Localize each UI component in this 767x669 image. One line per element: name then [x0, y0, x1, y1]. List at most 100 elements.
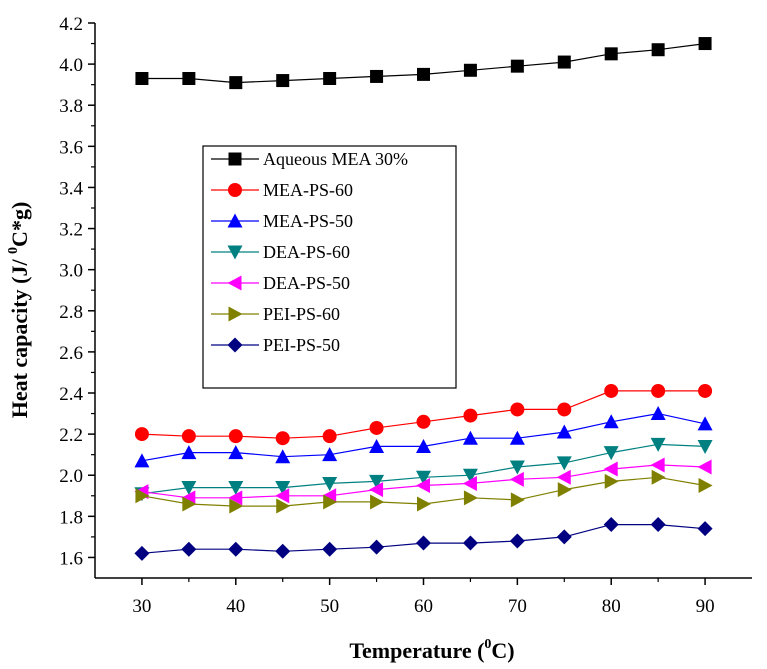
series-2: [134, 406, 713, 468]
y-axis-title-end: C*g): [7, 202, 32, 247]
data-point: [651, 469, 666, 485]
y-tick-label: 1.6: [59, 548, 83, 569]
y-axis-title: Heat capacity (J/ 0C*g): [6, 202, 32, 419]
y-tick-label: 2.4: [59, 384, 83, 405]
legend-entry: DEA-PS-50: [211, 273, 350, 293]
data-point: [276, 498, 291, 514]
data-point: [697, 439, 713, 454]
legend-entry: PEI-PS-60: [211, 304, 340, 324]
axes: 1.6 1.8 2.0 2.2 2.4 2.6 2.8 3.0 3.2 3.4 3.6 3.8 4.0 4…: [59, 14, 752, 617]
data-point: [510, 402, 525, 417]
data-point: [135, 488, 150, 504]
legend-entry: PEI-PS-50: [211, 335, 340, 355]
data-point: [135, 72, 149, 85]
legend-entry: MEA-PS-60: [211, 180, 353, 200]
series-layer: [134, 37, 713, 561]
data-point: [275, 543, 291, 559]
data-point: [181, 429, 196, 444]
y-tick-label: 3.0: [59, 261, 83, 282]
y-tick-label: 2.0: [59, 466, 83, 487]
data-point: [134, 545, 150, 561]
y-tick-label: 2.8: [59, 302, 83, 323]
data-point: [650, 406, 666, 421]
data-point: [604, 47, 618, 61]
x-tick-label: 90: [696, 596, 715, 617]
legend-label: MEA-PS-50: [263, 211, 353, 231]
y-tick-label: 3.8: [59, 96, 83, 117]
data-point: [509, 533, 525, 549]
data-point: [322, 476, 338, 491]
data-point: [322, 429, 337, 444]
y-tick-label: 4.2: [59, 14, 83, 35]
data-point: [556, 456, 572, 471]
data-point: [462, 535, 478, 551]
data-point: [416, 535, 431, 551]
data-point: [181, 490, 196, 506]
data-point: [369, 539, 385, 555]
data-point: [462, 430, 478, 445]
data-point: [370, 69, 384, 83]
data-point: [697, 459, 712, 475]
data-point: [181, 445, 197, 460]
data-point: [275, 449, 291, 464]
y-tick-label: 1.8: [59, 507, 83, 528]
data-point: [228, 481, 244, 496]
legend-label: PEI-PS-60: [263, 304, 340, 324]
data-point: [181, 541, 197, 557]
data-point: [416, 438, 431, 453]
data-point: [509, 471, 524, 487]
legend-swatch-marker: [227, 275, 242, 291]
data-point: [697, 521, 713, 537]
data-point: [698, 383, 713, 398]
data-point: [416, 470, 431, 485]
data-point: [275, 481, 291, 496]
data-point: [182, 72, 196, 85]
data-point: [463, 408, 478, 423]
series-line: [141, 390, 706, 439]
y-tick-label: 2.6: [59, 343, 83, 364]
series-1: [134, 383, 713, 446]
data-point: [603, 461, 618, 477]
data-point: [182, 496, 197, 512]
series-6: [134, 517, 713, 561]
data-point: [463, 490, 478, 506]
y-tick-label: 4.0: [59, 55, 83, 76]
data-point: [556, 469, 571, 485]
data-point: [510, 59, 524, 73]
data-point: [228, 490, 243, 506]
legend-swatch-marker: [228, 306, 243, 322]
data-point: [557, 55, 571, 69]
series-0: [135, 37, 712, 90]
data-point: [322, 541, 338, 557]
data-point: [181, 481, 197, 496]
legend-entry: DEA-PS-60: [211, 242, 350, 262]
data-point: [557, 402, 572, 417]
legend-entry: Aqueous MEA 30%: [211, 149, 408, 169]
legend-swatch-marker: [228, 183, 242, 197]
data-point: [603, 517, 619, 533]
data-point: [651, 383, 666, 398]
legend-swatch-marker: [227, 337, 243, 353]
series-5: [135, 469, 713, 514]
x-tick-label: 40: [226, 596, 245, 617]
x-axis-title-end: C): [491, 638, 514, 663]
legend-label: MEA-PS-60: [263, 180, 353, 200]
y-tick-label: 2.2: [59, 425, 83, 446]
data-point: [229, 76, 243, 90]
data-point: [416, 478, 430, 493]
data-point: [228, 429, 243, 444]
data-point: [275, 431, 290, 446]
data-point: [134, 427, 149, 442]
legend-swatch-marker: [227, 245, 243, 260]
x-tick-label: 60: [414, 596, 433, 617]
x-tick-label: 70: [508, 596, 527, 617]
data-point: [651, 43, 665, 57]
data-point: [417, 496, 431, 512]
x-tick-label: 30: [132, 596, 151, 617]
data-point: [323, 72, 337, 85]
data-point: [416, 414, 431, 429]
data-point: [323, 494, 338, 510]
y-axis-title-main: Heat capacity (J/: [7, 254, 32, 418]
data-point: [509, 430, 525, 445]
